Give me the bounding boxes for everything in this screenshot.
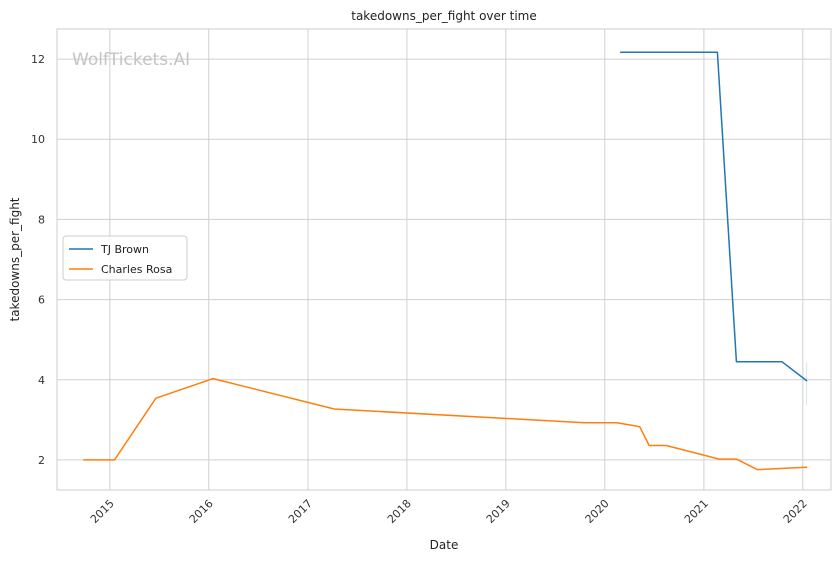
x-axis-label: Date [430, 538, 459, 552]
y-tick-label: 8 [38, 213, 45, 226]
plot-frame [56, 28, 832, 491]
y-tick-label: 2 [38, 454, 45, 467]
y-axis-label: takedowns_per_fight [8, 197, 22, 321]
series-line-charles-rosa [83, 377, 808, 471]
legend-label-tj-brown: TJ Brown [100, 243, 149, 256]
chart-title: takedowns_per_fight over time [351, 9, 537, 23]
y-tick-label: 4 [38, 374, 45, 387]
legend-box [62, 235, 188, 281]
y-tick-label: 12 [31, 53, 45, 66]
y-tick-label: 10 [31, 133, 45, 146]
series-layer [83, 51, 808, 471]
y-tick-label: 6 [38, 294, 45, 307]
grid [57, 29, 831, 490]
legend: TJ Brown Charles Rosa [62, 235, 188, 281]
series-line-tj-brown [619, 51, 808, 382]
legend-label-charles-rosa: Charles Rosa [101, 263, 172, 276]
watermark: WolfTickets.AI [72, 50, 190, 70]
